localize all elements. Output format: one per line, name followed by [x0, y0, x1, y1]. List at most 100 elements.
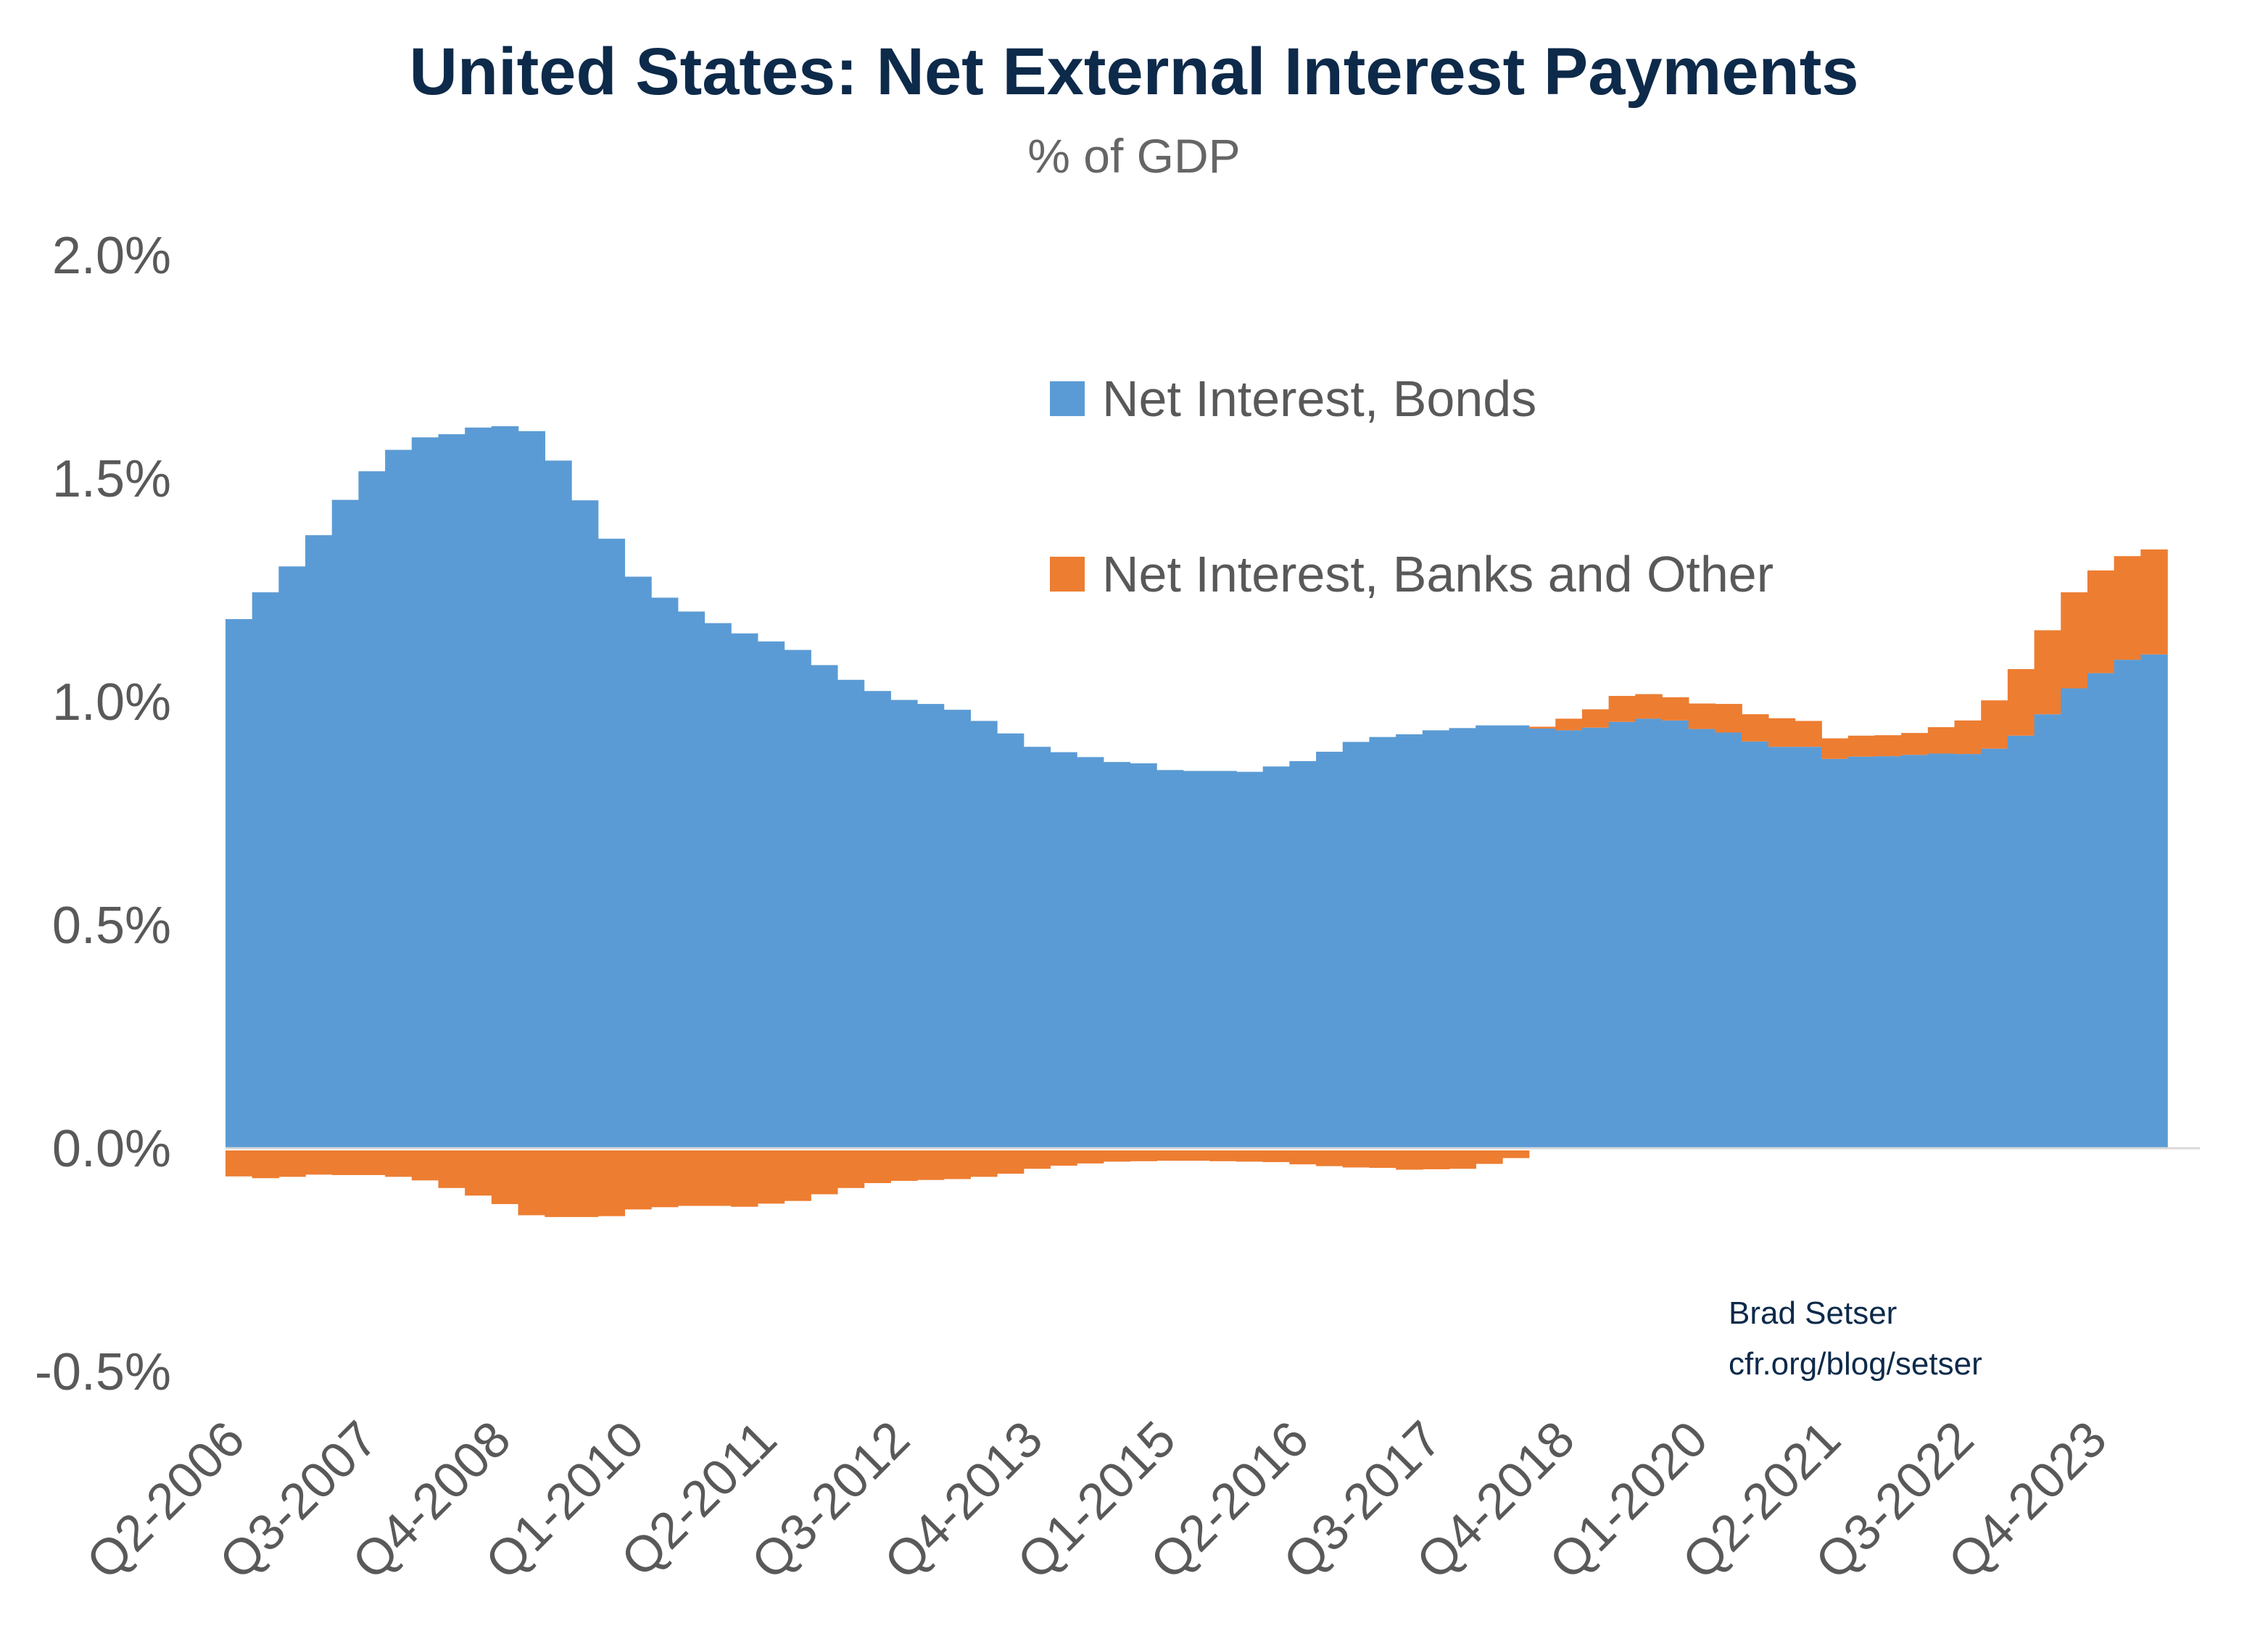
bar-banks-other: [837, 1150, 865, 1188]
bar-bonds: [1342, 742, 1370, 1148]
bar-banks-other: [1023, 1150, 1051, 1169]
bar-banks-other: [1369, 1150, 1396, 1169]
x-axis-ticks: Q2-2006Q3-2007Q4-2008Q1-2010Q2-2011Q3-20…: [75, 1410, 2117, 1590]
y-tick-label: 0.5%: [52, 897, 171, 955]
legend: Net Interest, Bonds Net Interest, Banks …: [1050, 370, 1774, 602]
bar-banks-other: [465, 1150, 492, 1196]
bar-bonds: [1688, 729, 1716, 1148]
bar-bonds: [545, 460, 572, 1148]
bar-banks-other: [1316, 1150, 1344, 1166]
bar-bonds: [571, 500, 599, 1148]
bar-banks-other: [1449, 1150, 1476, 1169]
bar-bonds: [811, 665, 838, 1148]
bar-bonds: [970, 721, 998, 1148]
bar-bonds: [1396, 734, 1423, 1148]
bars: [225, 426, 2168, 1217]
bar-banks-other: [1130, 1150, 1157, 1161]
chart-title: United States: Net External Interest Pay…: [409, 35, 1858, 109]
bar-bonds: [225, 619, 253, 1148]
bar-banks-other: [1821, 738, 1849, 759]
bar-banks-other: [1103, 1150, 1131, 1162]
bar-banks-other: [1289, 1150, 1317, 1165]
legend-swatch-bonds: [1050, 381, 1085, 416]
bar-bonds: [1901, 755, 1929, 1148]
bar-banks-other: [1076, 1150, 1104, 1163]
bar-banks-other: [518, 1150, 546, 1216]
bar-bonds: [465, 427, 492, 1148]
bar-bonds: [1103, 762, 1131, 1148]
bar-banks-other: [1396, 1150, 1423, 1170]
bar-banks-other: [385, 1150, 413, 1177]
bar-bonds: [1742, 741, 1769, 1148]
bar-banks-other: [411, 1150, 439, 1181]
bar-bonds: [1581, 727, 1610, 1148]
bar-bonds: [358, 471, 386, 1148]
bar-bonds: [1927, 753, 1955, 1148]
bar-bonds: [331, 499, 360, 1148]
bar-bonds: [491, 426, 519, 1148]
bar-bonds: [996, 733, 1025, 1148]
bar-bonds: [1795, 747, 1822, 1148]
bar-bonds: [1661, 720, 1689, 1148]
bar-banks-other: [1209, 1150, 1237, 1161]
bar-bonds: [1768, 747, 1796, 1148]
bar-bonds: [1502, 725, 1530, 1148]
bar-banks-other: [1927, 727, 1955, 754]
bar-banks-other: [943, 1150, 971, 1179]
bar-banks-other: [677, 1150, 705, 1206]
bar-bonds: [2007, 735, 2035, 1148]
bar-bonds: [1262, 766, 1291, 1148]
bar-banks-other: [1874, 735, 1902, 757]
bar-bonds: [385, 449, 413, 1148]
bar-banks-other: [1183, 1150, 1211, 1161]
bar-banks-other: [358, 1150, 386, 1175]
credit-author: Brad Setser: [1729, 1295, 1897, 1331]
bar-banks-other: [1635, 694, 1663, 719]
bar-banks-other: [225, 1150, 253, 1177]
bar-bonds: [731, 633, 758, 1148]
bar-banks-other: [1847, 735, 1876, 757]
bar-banks-other: [491, 1150, 519, 1204]
bar-bonds: [1476, 725, 1503, 1148]
bar-bonds: [1847, 756, 1876, 1148]
bar-bonds: [1076, 757, 1104, 1148]
bar-bonds: [305, 535, 333, 1148]
bar-banks-other: [890, 1150, 918, 1181]
bar-banks-other: [1581, 709, 1610, 728]
bar-bonds: [411, 437, 439, 1148]
bar-banks-other: [1555, 718, 1583, 731]
bar-banks-other: [438, 1150, 465, 1188]
bar-banks-other: [970, 1150, 998, 1177]
bar-bonds: [757, 641, 785, 1148]
bar-bonds: [1209, 771, 1237, 1148]
bar-bonds: [1130, 763, 1157, 1148]
bar-bonds: [650, 597, 679, 1148]
legend-label-banks-other: Net Interest, Banks and Other: [1102, 546, 1774, 602]
bar-banks-other: [1954, 720, 1982, 755]
bar-banks-other: [1981, 700, 2008, 749]
y-tick-label: -0.5%: [35, 1343, 171, 1401]
bar-banks-other: [2034, 630, 2062, 715]
bar-banks-other: [650, 1150, 679, 1208]
bar-banks-other: [1608, 695, 1636, 722]
bar-bonds: [784, 650, 811, 1148]
y-tick-label: 0.0%: [52, 1120, 171, 1178]
bar-banks-other: [784, 1150, 811, 1201]
bar-banks-other: [1742, 714, 1769, 742]
bar-bonds: [1821, 758, 1849, 1148]
y-tick-label: 1.5%: [52, 450, 171, 508]
legend-item-banks-other: Net Interest, Banks and Other: [1050, 546, 1774, 602]
bar-banks-other: [731, 1150, 758, 1207]
bar-banks-other: [1768, 718, 1796, 747]
bar-bonds: [252, 592, 280, 1148]
bar-bonds: [597, 539, 626, 1148]
bar-bonds: [438, 434, 465, 1148]
bar-banks-other: [1156, 1150, 1184, 1161]
bar-bonds: [1023, 747, 1051, 1148]
bar-bonds: [1635, 718, 1663, 1148]
bar-bonds: [518, 431, 546, 1148]
bar-bonds: [1316, 751, 1344, 1148]
bar-banks-other: [757, 1150, 785, 1204]
bar-banks-other: [916, 1150, 945, 1180]
bar-bonds: [1981, 748, 2008, 1148]
